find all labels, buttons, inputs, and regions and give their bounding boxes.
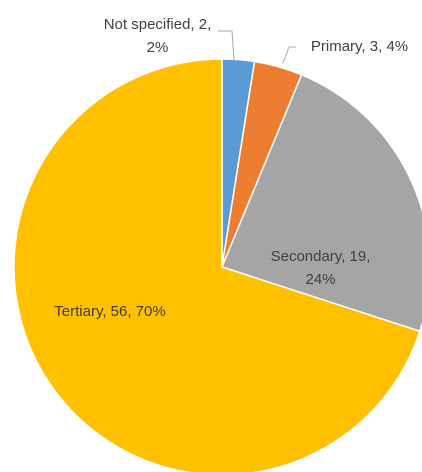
slices [13, 58, 422, 472]
pie-slice [13, 58, 421, 472]
data-label: Secondary, 19, 24% [270, 248, 371, 288]
leader-line [282, 46, 296, 64]
leader-line [218, 30, 235, 61]
pie-slice [220, 73, 422, 333]
data-label: Tertiary, 56, 70% [54, 303, 166, 320]
data-label: Primary, 3, 4% [310, 38, 409, 55]
data-label: Not specified, 2, 2% [103, 16, 212, 56]
